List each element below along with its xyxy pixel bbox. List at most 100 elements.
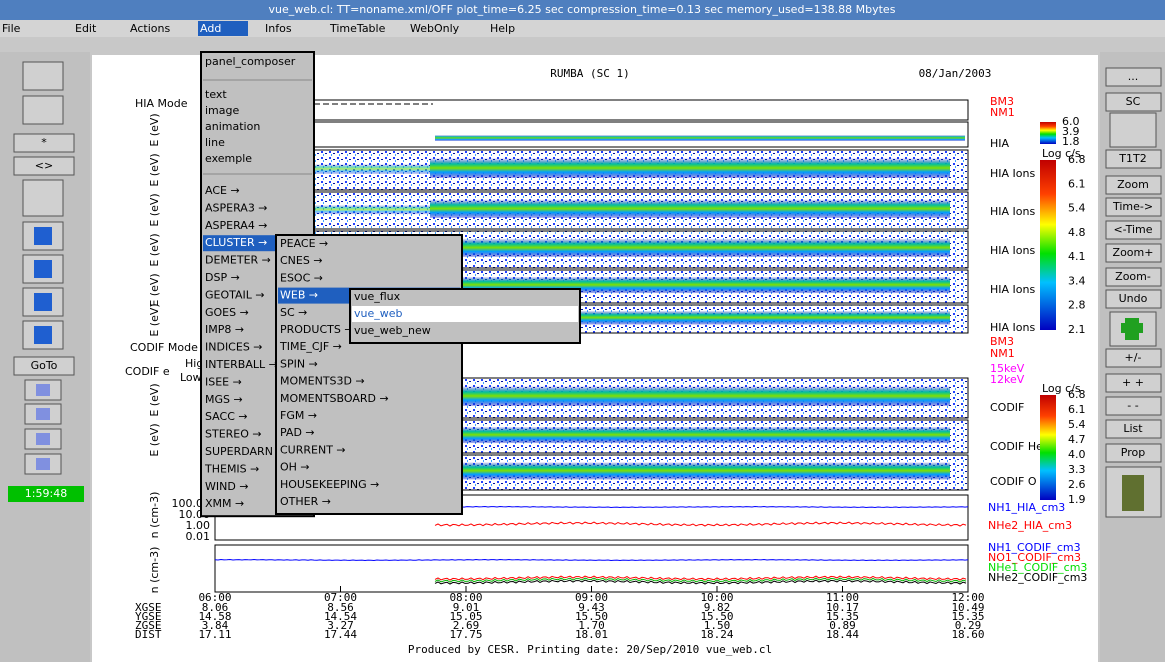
button-label[interactable]: Undo xyxy=(1119,292,1148,305)
orbit-value: 18.60 xyxy=(951,628,984,641)
menu-item[interactable]: exemple xyxy=(205,152,252,165)
arrow-icon xyxy=(36,458,50,470)
axis-label: n (cm-3) xyxy=(148,547,161,594)
panel-label: NM1 xyxy=(990,347,1015,360)
menu-item[interactable]: line xyxy=(205,136,225,149)
menu-item[interactable]: WIND → xyxy=(205,480,249,493)
menu-item[interactable]: PAD → xyxy=(280,426,315,439)
menu-item[interactable]: SPIN → xyxy=(280,357,318,370)
menu-item[interactable]: File xyxy=(2,22,21,35)
menu-item[interactable]: INDICES → xyxy=(205,341,263,354)
button-label[interactable]: Time-> xyxy=(1112,200,1153,213)
colorbar-tick: 1.9 xyxy=(1068,493,1086,506)
button-label[interactable]: T1T2 xyxy=(1118,152,1146,165)
menu-item[interactable]: DSP → xyxy=(205,271,240,284)
button-label[interactable]: List xyxy=(1123,422,1143,435)
spectrogram-band xyxy=(430,199,950,218)
panel-label: CODIF e xyxy=(125,365,170,378)
panel-label: HIA Mode xyxy=(135,97,188,110)
menu-item[interactable]: OTHER → xyxy=(280,495,331,508)
menu-item[interactable]: Edit xyxy=(75,22,97,35)
menu-item[interactable]: WEB → xyxy=(280,289,318,302)
menu-item[interactable]: Add xyxy=(200,22,221,35)
menu-item[interactable]: vue_flux xyxy=(354,290,401,303)
menu-item[interactable]: ISEE → xyxy=(205,375,242,388)
menu-item[interactable]: SUPERDARN → xyxy=(205,445,286,458)
menu-item[interactable]: vue_web xyxy=(354,307,403,320)
menu-item[interactable]: image xyxy=(205,104,239,117)
menu-item[interactable]: text xyxy=(205,88,227,101)
menu-item[interactable]: WebOnly xyxy=(410,22,460,35)
menu-item[interactable]: PRODUCTS → xyxy=(280,323,354,336)
button-label[interactable]: Zoom xyxy=(1117,178,1149,191)
button-label[interactable]: <-Time xyxy=(1113,223,1152,236)
menu-item[interactable]: CNES → xyxy=(280,254,323,267)
menu-item[interactable]: ASPERA3 → xyxy=(205,201,268,214)
menu-item[interactable]: PEACE → xyxy=(280,237,328,250)
menu-item[interactable]: Actions xyxy=(130,22,170,35)
menu-item[interactable]: ESOC → xyxy=(280,271,323,284)
button-label[interactable]: ... xyxy=(1128,70,1139,83)
button-label[interactable]: Prop xyxy=(1121,446,1145,459)
menu-item[interactable]: MOMENTS3D → xyxy=(280,375,365,388)
spectrogram-band xyxy=(430,386,950,406)
button-label[interactable]: + + xyxy=(1122,376,1144,389)
menu-item[interactable]: CLUSTER → xyxy=(205,236,267,249)
menu-item[interactable]: XMM → xyxy=(205,497,244,510)
icon-button[interactable] xyxy=(1110,113,1156,147)
menu-item[interactable]: MGS → xyxy=(205,393,243,406)
menu-item[interactable]: GEOTAIL → xyxy=(205,288,265,301)
button-label[interactable]: Zoom+ xyxy=(1113,246,1154,259)
icon-button[interactable] xyxy=(23,96,63,124)
menu-item[interactable]: vue_web_new xyxy=(354,324,431,337)
panel-label: HIA xyxy=(990,137,1010,150)
menu-item[interactable]: HOUSEKEEPING → xyxy=(280,478,379,491)
menu-item[interactable]: STEREO → xyxy=(205,428,262,441)
arrow-icon xyxy=(34,227,52,245)
axis-label: E (eV) xyxy=(148,383,161,416)
menu-item[interactable]: TIME_CJF → xyxy=(279,340,342,353)
menu-item[interactable]: Infos xyxy=(265,22,292,35)
button-label[interactable]: - - xyxy=(1127,399,1138,412)
button-label[interactable]: Zoom- xyxy=(1115,270,1151,283)
plot-date: 08/Jan/2003 xyxy=(919,67,992,80)
menu-item[interactable]: DEMETER → xyxy=(205,254,271,267)
menu-item[interactable]: INTERBALL → xyxy=(205,358,278,371)
spectrogram-band xyxy=(430,238,950,257)
menu-item[interactable]: GOES → xyxy=(205,306,249,319)
button-label[interactable]: <> xyxy=(35,159,53,172)
button-label[interactable]: +/- xyxy=(1125,351,1142,364)
menu-item[interactable]: FGM → xyxy=(280,409,317,422)
menu-item[interactable]: CURRENT → xyxy=(280,443,346,456)
button-label[interactable]: * xyxy=(41,136,47,149)
menu-item[interactable]: Help xyxy=(490,22,515,35)
spectrogram-band xyxy=(430,158,950,178)
menu-item[interactable]: THEMIS → xyxy=(204,462,259,475)
icon-button[interactable] xyxy=(23,180,63,216)
plus-icon xyxy=(1121,323,1143,333)
trace xyxy=(215,560,968,561)
axis-label: E (eV) xyxy=(148,153,161,186)
menu-item[interactable]: OH → xyxy=(280,461,310,474)
menu-item[interactable]: animation xyxy=(205,120,260,133)
menu-item[interactable]: TimeTable xyxy=(329,22,386,35)
menu-item[interactable]: panel_composer xyxy=(205,55,296,68)
colorbar-tick: 2.8 xyxy=(1068,299,1086,312)
menu-item[interactable]: ACE → xyxy=(205,184,240,197)
menu-item[interactable]: SACC → xyxy=(205,410,248,423)
colorbar-tick: 2.6 xyxy=(1068,478,1086,491)
button-label[interactable]: SC xyxy=(1126,95,1141,108)
panel-label: Low xyxy=(180,371,202,384)
menu-item[interactable]: MOMENTSBOARD → xyxy=(280,392,389,405)
menu-item[interactable]: ASPERA4 → xyxy=(205,219,268,232)
menu-item[interactable]: SC → xyxy=(280,306,307,319)
screen: vue_web.cl: TT=noname.xml/OFF plot_time=… xyxy=(0,0,1165,662)
colorbar-tick: 5.4 xyxy=(1068,418,1086,431)
menu-item[interactable]: IMP8 → xyxy=(205,323,244,336)
arrow-icon xyxy=(36,408,50,420)
button-label[interactable]: GoTo xyxy=(31,359,58,372)
colorbar-tick: 4.8 xyxy=(1068,226,1086,239)
spectrogram-band xyxy=(430,427,950,444)
panel xyxy=(215,122,968,147)
icon-button[interactable] xyxy=(23,62,63,90)
